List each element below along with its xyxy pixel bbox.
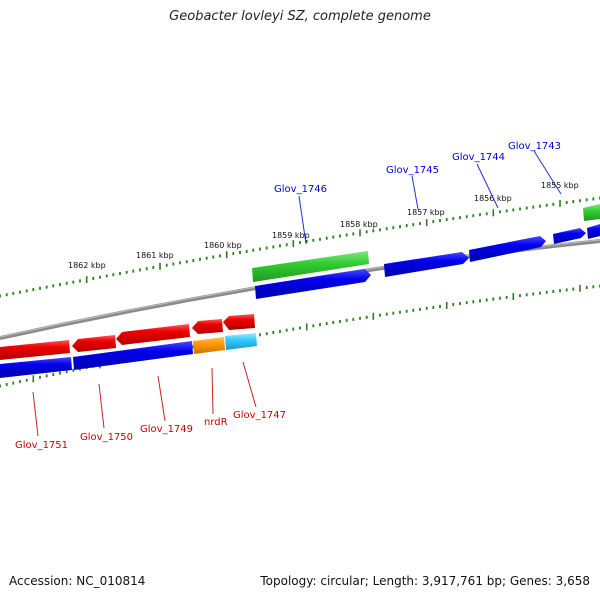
cds-glov-1743[interactable] [553, 228, 586, 244]
accession-label: Accession: NC_010814 [9, 574, 146, 588]
cds-nrdr[interactable] [193, 337, 225, 354]
leader-nrdr [211, 367, 214, 415]
label-glov-1750[interactable]: Glov_1750 [80, 432, 133, 443]
kbp-label-1857: 1857 kbp [407, 208, 445, 217]
label-glov-1749[interactable]: Glov_1749 [140, 424, 193, 435]
genome-summary: Topology: circular; Length: 3,917,761 bp… [260, 574, 590, 588]
gene-nrdr[interactable] [192, 319, 223, 334]
cds-glov-1744[interactable] [469, 236, 546, 262]
cds-glov-1751[interactable] [0, 357, 72, 378]
label-nrdr[interactable]: nrdR [204, 417, 228, 428]
leader-glov-1746 [298, 195, 307, 245]
label-glov-1744[interactable]: Glov_1744 [452, 152, 505, 163]
kbp-label-1856: 1856 kbp [474, 194, 512, 203]
cds-glov-1745[interactable] [384, 252, 469, 277]
leader-glov-1745 [411, 175, 419, 210]
gene-glov-1742-partial[interactable] [583, 204, 600, 221]
cds-glov-1747[interactable] [225, 333, 257, 350]
label-glov-1743[interactable]: Glov_1743 [508, 141, 561, 152]
leader-glov-1750 [98, 383, 105, 429]
cds-glov-1750-1749[interactable] [73, 341, 193, 370]
cds-glov-1746[interactable] [255, 269, 371, 299]
leader-glov-1751 [32, 391, 39, 437]
reverse-tick-ring [0, 284, 600, 388]
kbp-label-1862: 1862 kbp [68, 261, 106, 270]
gene-glov-1751[interactable] [0, 340, 70, 360]
gene-glov-1746[interactable] [252, 251, 369, 282]
gene-glov-1749[interactable] [116, 324, 190, 345]
kbp-label-1859: 1859 kbp [272, 231, 310, 240]
label-glov-1745[interactable]: Glov_1745 [386, 165, 439, 176]
leader-glov-1749 [157, 375, 166, 422]
kbp-label-1861: 1861 kbp [136, 251, 174, 260]
leader-glov-1743 [533, 150, 562, 195]
map-title: Geobacter lovleyi SZ, complete genome [169, 9, 431, 24]
kbp-label-1860: 1860 kbp [204, 241, 242, 250]
gene-glov-1747[interactable] [223, 314, 255, 330]
cds-glov-1742-partial[interactable] [587, 224, 600, 239]
leader-glov-1744 [476, 163, 499, 209]
kbp-label-1855: 1855 kbp [541, 181, 579, 190]
kbp-label-1858: 1858 kbp [340, 220, 378, 229]
label-glov-1747[interactable]: Glov_1747 [233, 410, 286, 421]
forward-tick-ring [0, 196, 600, 298]
label-glov-1751[interactable]: Glov_1751 [15, 440, 68, 451]
label-glov-1746[interactable]: Glov_1746 [274, 184, 327, 195]
gene-glov-1750[interactable] [72, 335, 116, 352]
leader-glov-1747 [242, 361, 257, 408]
